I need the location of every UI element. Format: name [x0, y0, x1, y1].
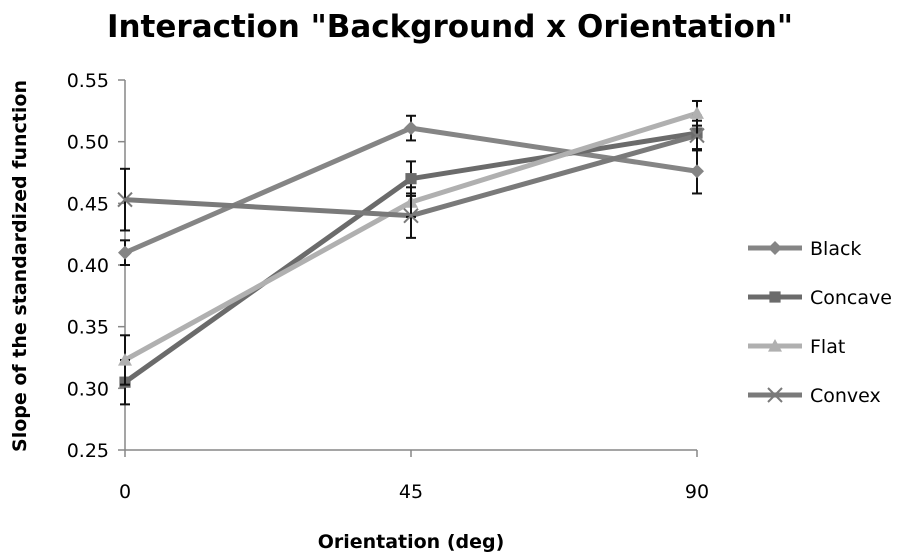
legend-item-flat: Flat: [748, 336, 845, 358]
x-axis-ticks: 0 45 90: [119, 450, 709, 503]
data-point: [690, 106, 704, 119]
x-tick-label: 0: [119, 481, 131, 503]
y-tick-label: 0.50: [67, 132, 109, 154]
legend: Black Concave Flat Convex: [748, 238, 892, 407]
x-tick-label: 90: [685, 481, 709, 503]
y-tick-label: 0.25: [67, 440, 109, 462]
data-point: [118, 245, 132, 260]
y-tick-label: 0.40: [67, 255, 109, 277]
data-point: [689, 127, 705, 144]
legend-label: Concave: [810, 287, 892, 309]
legend-marker: [768, 241, 782, 255]
legend-label: Black: [810, 238, 861, 260]
legend-marker: [769, 291, 781, 303]
series-convex-points: [117, 119, 705, 239]
y-axis-title: Slope of the standardized function: [9, 80, 31, 452]
y-axis-ticks: 0.25 0.30 0.35 0.40 0.45 0.50 0.55: [67, 70, 125, 462]
data-point: [117, 191, 133, 208]
legend-item-concave: Concave: [748, 287, 892, 309]
data-point: [404, 121, 418, 136]
y-tick-label: 0.45: [67, 193, 109, 215]
data-point: [118, 352, 132, 366]
legend-label: Flat: [810, 336, 845, 358]
y-tick-label: 0.35: [67, 317, 109, 339]
legend-marker: [767, 387, 783, 403]
legend-item-black: Black: [748, 238, 861, 260]
data-point: [690, 164, 704, 179]
y-tick-label: 0.55: [67, 70, 109, 92]
x-tick-label: 45: [399, 481, 423, 503]
data-point: [405, 173, 417, 185]
x-axis-title: Orientation (deg): [318, 531, 505, 553]
legend-label: Convex: [810, 385, 881, 407]
legend-marker: [768, 339, 782, 352]
data-point: [403, 207, 419, 224]
legend-item-convex: Convex: [748, 385, 881, 407]
y-tick-label: 0.30: [67, 378, 109, 400]
chart-title: Interaction "Background x Orientation": [107, 9, 793, 45]
series-black-points: [118, 114, 704, 266]
plot-area: [117, 99, 705, 406]
